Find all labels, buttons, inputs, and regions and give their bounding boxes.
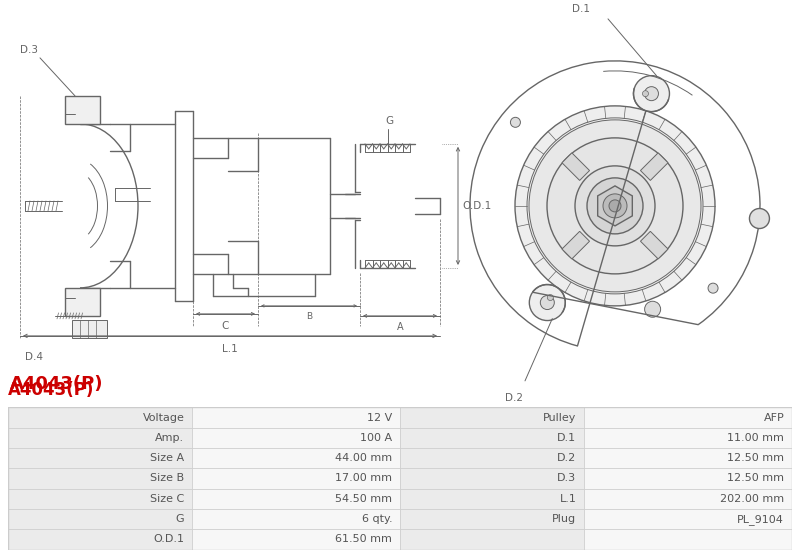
Polygon shape — [641, 153, 668, 180]
Bar — [400, 448, 584, 468]
Bar — [584, 509, 792, 530]
Bar — [8, 448, 192, 468]
Text: O.D.1: O.D.1 — [462, 201, 491, 211]
Circle shape — [708, 283, 718, 293]
Text: D.4: D.4 — [25, 352, 43, 362]
Text: 12 V: 12 V — [367, 412, 392, 422]
Text: Size A: Size A — [150, 453, 184, 463]
Bar — [192, 509, 400, 530]
Circle shape — [529, 120, 701, 292]
Text: 202.00 mm: 202.00 mm — [720, 494, 784, 504]
Circle shape — [609, 200, 621, 212]
Bar — [192, 448, 400, 468]
Bar — [400, 530, 584, 550]
Bar — [400, 468, 584, 489]
Circle shape — [642, 90, 649, 97]
Text: 100 A: 100 A — [360, 433, 392, 443]
Bar — [192, 489, 400, 509]
Circle shape — [645, 301, 661, 318]
Bar — [584, 530, 792, 550]
Text: O.D.1: O.D.1 — [154, 535, 184, 545]
Polygon shape — [65, 96, 100, 124]
Circle shape — [510, 117, 521, 127]
Circle shape — [603, 194, 627, 218]
Text: A4043(P): A4043(P) — [10, 375, 103, 393]
Bar — [584, 489, 792, 509]
Text: Pulley: Pulley — [543, 412, 576, 422]
Bar — [584, 427, 792, 448]
Bar — [72, 320, 107, 338]
Bar — [400, 427, 584, 448]
Circle shape — [575, 166, 655, 246]
Text: D.2: D.2 — [505, 393, 523, 403]
Bar — [584, 407, 792, 427]
Bar — [192, 427, 400, 448]
Text: Voltage: Voltage — [142, 412, 184, 422]
Circle shape — [645, 86, 658, 100]
Circle shape — [587, 178, 643, 234]
Bar — [400, 407, 584, 427]
Text: A4043(P): A4043(P) — [8, 381, 94, 399]
Text: D.1: D.1 — [558, 433, 576, 443]
Bar — [192, 407, 400, 427]
Text: Plug: Plug — [552, 514, 576, 524]
Text: Size B: Size B — [150, 474, 184, 483]
Bar — [192, 530, 400, 550]
Bar — [400, 489, 584, 509]
Circle shape — [515, 106, 715, 306]
Bar — [8, 530, 192, 550]
Text: D.2: D.2 — [557, 453, 576, 463]
Polygon shape — [562, 232, 590, 259]
Text: 11.00 mm: 11.00 mm — [727, 433, 784, 443]
Text: B: B — [306, 312, 312, 321]
Text: 54.50 mm: 54.50 mm — [335, 494, 392, 504]
Circle shape — [530, 285, 566, 320]
Text: L.1: L.1 — [559, 494, 576, 504]
Circle shape — [547, 295, 554, 301]
Text: Size C: Size C — [150, 494, 184, 504]
Text: 44.00 mm: 44.00 mm — [335, 453, 392, 463]
Text: G: G — [176, 514, 184, 524]
Text: C: C — [222, 321, 229, 331]
Text: 12.50 mm: 12.50 mm — [727, 474, 784, 483]
Text: PL_9104: PL_9104 — [738, 514, 784, 525]
Text: 17.00 mm: 17.00 mm — [335, 474, 392, 483]
Polygon shape — [641, 232, 668, 259]
Text: Amp.: Amp. — [155, 433, 184, 443]
Circle shape — [750, 209, 770, 229]
Text: 12.50 mm: 12.50 mm — [727, 453, 784, 463]
Circle shape — [540, 296, 554, 310]
Text: AFP: AFP — [763, 412, 784, 422]
Text: D.1: D.1 — [572, 4, 590, 14]
Bar — [8, 489, 192, 509]
Bar — [584, 448, 792, 468]
Text: 6 qty.: 6 qty. — [362, 514, 392, 524]
Text: L.1: L.1 — [222, 344, 238, 354]
Bar — [192, 468, 400, 489]
Polygon shape — [598, 186, 632, 226]
Text: 61.50 mm: 61.50 mm — [335, 535, 392, 545]
Bar — [8, 468, 192, 489]
Polygon shape — [65, 288, 100, 316]
Text: D.3: D.3 — [558, 474, 576, 483]
Bar — [400, 509, 584, 530]
Text: A: A — [397, 322, 403, 332]
Text: D.3: D.3 — [20, 45, 38, 55]
Circle shape — [634, 76, 670, 112]
Circle shape — [547, 138, 683, 274]
Bar — [8, 427, 192, 448]
Bar — [8, 509, 192, 530]
Text: G: G — [386, 116, 394, 126]
Bar — [584, 468, 792, 489]
Polygon shape — [562, 153, 590, 180]
Bar — [8, 407, 192, 427]
